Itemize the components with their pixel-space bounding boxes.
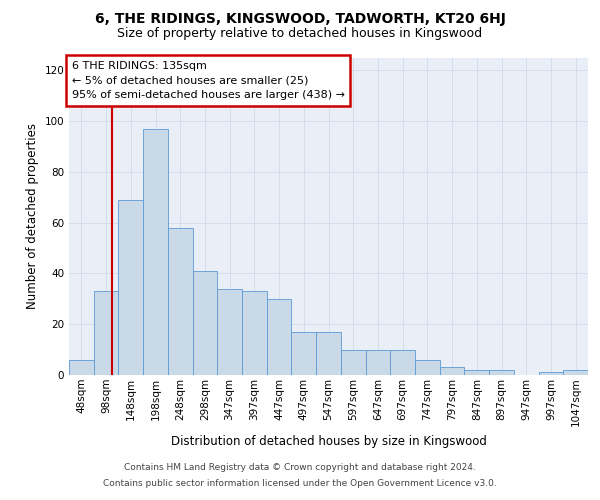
Text: Contains HM Land Registry data © Crown copyright and database right 2024.: Contains HM Land Registry data © Crown c… [124, 464, 476, 472]
Bar [489, 370, 514, 375]
Bar [118, 200, 143, 375]
Bar [464, 370, 489, 375]
Bar [365, 350, 390, 375]
Bar [168, 228, 193, 375]
Bar [242, 291, 267, 375]
Bar [563, 370, 588, 375]
Text: 6, THE RIDINGS, KINGSWOOD, TADWORTH, KT20 6HJ: 6, THE RIDINGS, KINGSWOOD, TADWORTH, KT2… [95, 12, 505, 26]
Y-axis label: Number of detached properties: Number of detached properties [26, 123, 39, 309]
Text: Contains public sector information licensed under the Open Government Licence v3: Contains public sector information licen… [103, 478, 497, 488]
Bar [94, 291, 118, 375]
Bar [69, 360, 94, 375]
Bar [292, 332, 316, 375]
Text: 6 THE RIDINGS: 135sqm
← 5% of detached houses are smaller (25)
95% of semi-detac: 6 THE RIDINGS: 135sqm ← 5% of detached h… [71, 60, 344, 100]
Bar [539, 372, 563, 375]
Bar [217, 288, 242, 375]
Bar [390, 350, 415, 375]
Bar [415, 360, 440, 375]
Bar [193, 271, 217, 375]
Text: Size of property relative to detached houses in Kingswood: Size of property relative to detached ho… [118, 28, 482, 40]
Bar [267, 299, 292, 375]
X-axis label: Distribution of detached houses by size in Kingswood: Distribution of detached houses by size … [170, 434, 487, 448]
Bar [316, 332, 341, 375]
Bar [143, 128, 168, 375]
Bar [341, 350, 365, 375]
Bar [440, 368, 464, 375]
